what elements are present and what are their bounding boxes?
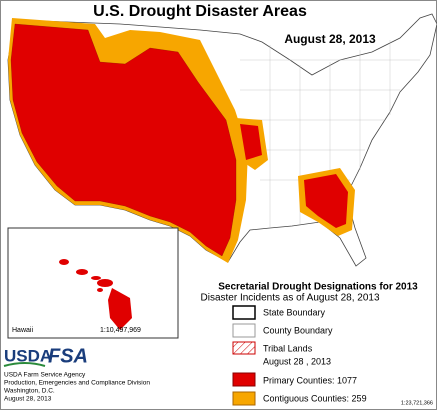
legend-swatch [232,341,256,355]
legend-swatch [232,391,256,406]
legend-label: County Boundary [263,325,333,335]
legend-title: Secretarial Drought Designations for 201… [218,282,418,293]
legend-label: Primary Counties: 1077 [263,375,357,385]
map-title: U.S. Drought Disaster Areas [93,3,307,20]
legend-swatch [232,372,256,387]
legend-subtitle: Disaster Incidents as of August 28, 2013 [201,293,380,304]
footer-line: USDA Farm Service Agency [4,372,86,379]
legend-swatch [232,305,256,320]
legend-label: State Boundary [263,307,326,317]
legend-note: August 28 , 2013 [263,356,331,366]
inset-label: Hawaii [12,327,33,334]
footer-line: Washington, D.C. [4,388,55,395]
footer-line: Production, Emergencies and Compliance D… [4,380,150,387]
map-scale: 1:23,721,366 [401,400,433,406]
legend-swatch [232,323,256,338]
usda-logo: USDA [4,346,52,365]
map-date: August 28, 2013 [284,32,376,46]
primary-area [10,23,237,257]
legend-label: Contiguous Counties: 259 [263,393,367,403]
legend-label: Tribal Lands [263,343,313,353]
logo-swoosh [3,362,46,367]
hawaii-islands [59,259,132,330]
inset-scale: 1:10,497,969 [100,327,141,334]
primary-area [240,124,262,160]
fsa-logo: FSA [48,345,88,367]
primary-area [304,174,348,228]
hawaii-inset [7,227,179,339]
footer-line: August 28, 2013 [4,396,52,403]
